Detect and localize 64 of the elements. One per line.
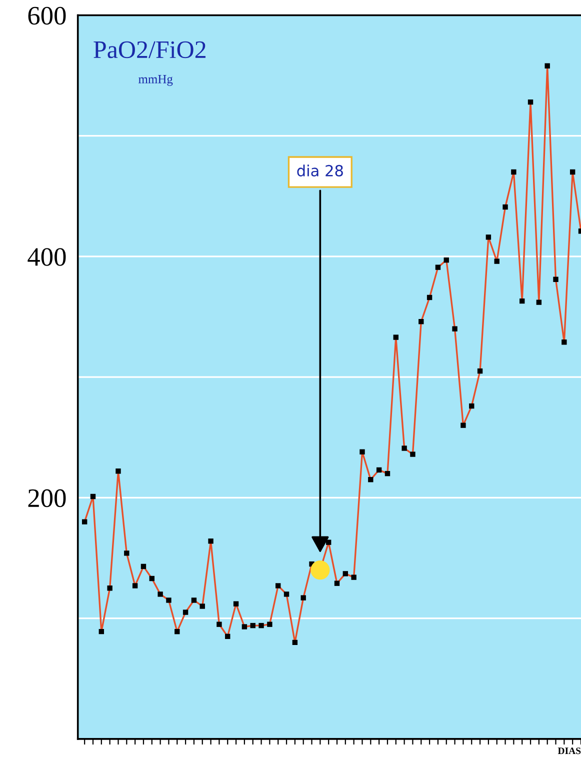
point (107, 586, 112, 591)
point (570, 169, 576, 175)
point (225, 634, 230, 640)
point (258, 622, 264, 628)
point (460, 422, 466, 428)
point (469, 403, 474, 409)
point (174, 628, 180, 634)
point (520, 298, 525, 304)
text: mmHg (138, 75, 173, 86)
point (376, 467, 382, 473)
y-tick-label: 600 (28, 6, 66, 25)
point (116, 468, 121, 474)
point (444, 257, 449, 263)
point (200, 604, 205, 609)
point (182, 610, 188, 615)
point (140, 564, 146, 570)
point (98, 628, 104, 634)
point (90, 494, 96, 500)
point (284, 592, 290, 597)
point (334, 580, 340, 586)
point (402, 446, 407, 451)
point (384, 470, 390, 476)
point (132, 583, 138, 588)
point (250, 622, 256, 628)
point (242, 624, 248, 630)
point (494, 258, 500, 264)
point (502, 204, 508, 210)
point (208, 538, 214, 544)
point (477, 368, 483, 374)
point (536, 300, 542, 305)
point (124, 550, 130, 556)
point (544, 63, 550, 68)
point (149, 576, 154, 582)
point (158, 592, 163, 597)
point (276, 583, 281, 588)
point (233, 601, 239, 606)
point (267, 622, 272, 627)
annotation: dia 28 (297, 164, 343, 176)
point (562, 339, 567, 345)
point (342, 571, 348, 576)
point (486, 234, 492, 240)
point (511, 169, 516, 175)
x-axis-title: DIAS (558, 748, 581, 754)
point (292, 640, 298, 646)
point (191, 598, 197, 603)
point (216, 622, 222, 627)
point (82, 519, 88, 524)
point (326, 540, 332, 545)
point (452, 326, 458, 332)
point (426, 294, 432, 300)
text: PaO2/FiO2 (94, 41, 206, 58)
point (360, 449, 365, 454)
point (351, 574, 356, 580)
point (528, 99, 534, 105)
point (435, 264, 441, 270)
point (418, 318, 424, 324)
point (166, 598, 172, 603)
y-tick-label: 400 (28, 248, 66, 266)
point (368, 477, 374, 482)
point (393, 334, 398, 340)
point (410, 452, 416, 457)
point (300, 595, 306, 600)
point (553, 276, 558, 282)
y-tick-label: 200 (28, 489, 66, 508)
